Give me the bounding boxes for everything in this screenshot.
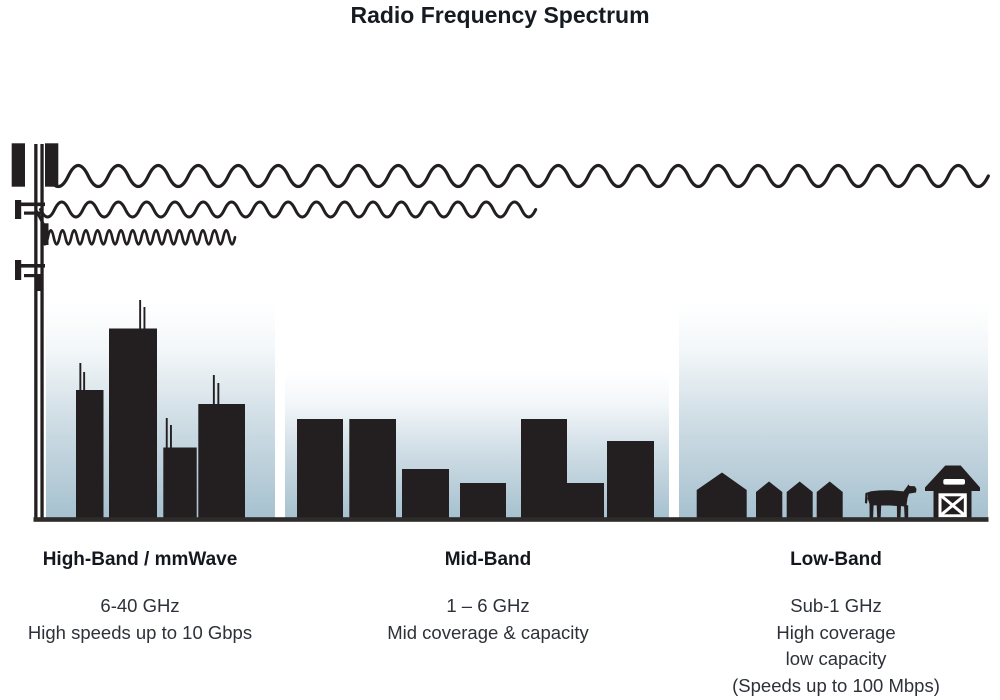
high-band-heading: High-Band / mmWave — [42, 549, 238, 570]
mid-band-heading: Mid-Band — [444, 549, 532, 570]
page-title: Radio Frequency Spectrum — [350, 2, 650, 28]
skyscraper — [76, 390, 104, 518]
low-band-farm — [696, 465, 980, 518]
mid-rise-building — [607, 441, 654, 518]
low-band-coverage: High coverage — [776, 621, 896, 643]
skyscraper — [109, 328, 157, 518]
mid-band-frequency: 1 – 6 GHz — [446, 595, 530, 616]
high-band-label-block: High-Band / mmWave 6-40 GHz High speeds … — [28, 549, 252, 646]
mid-band-description: Mid coverage & capacity — [387, 621, 589, 643]
rooftop-antennas — [79, 300, 220, 448]
high-frequency-short-wave — [40, 228, 237, 246]
skyscraper — [198, 404, 245, 518]
house-icon — [696, 472, 747, 518]
high-band-frequency: 6-40 GHz — [100, 595, 180, 616]
mid-frequency-medium-wave — [39, 200, 538, 219]
low-frequency-long-wave — [46, 163, 990, 189]
mid-band-label-block: Mid-Band 1 – 6 GHz Mid coverage & capaci… — [387, 549, 589, 646]
house-icon — [816, 481, 843, 518]
low-band-frequency: Sub-1 GHz — [790, 595, 882, 616]
mid-band-skyline — [297, 419, 654, 518]
house-icon — [756, 481, 783, 518]
low-band-heading: Low-Band — [790, 549, 882, 570]
mid-rise-building — [460, 483, 506, 518]
cow-icon — [864, 484, 917, 518]
mid-rise-building — [297, 419, 343, 518]
low-band-capacity: low capacity — [785, 648, 887, 670]
radio-waves — [39, 163, 990, 246]
mid-rise-building — [521, 419, 604, 518]
low-band-label-block: Low-Band Sub-1 GHz High coverage low cap… — [732, 549, 940, 700]
low-band-speed: (Speeds up to 100 Mbps) — [732, 675, 940, 697]
high-band-skyline — [76, 300, 245, 518]
cell-tower-icon — [11, 143, 59, 518]
barn-icon — [925, 465, 980, 518]
skyscraper — [163, 447, 197, 518]
mid-rise-building — [349, 419, 396, 518]
high-band-description: High speeds up to 10 Gbps — [27, 621, 253, 643]
mid-rise-building — [402, 469, 449, 518]
ground-baseline — [33, 517, 989, 522]
house-icon — [786, 481, 813, 518]
